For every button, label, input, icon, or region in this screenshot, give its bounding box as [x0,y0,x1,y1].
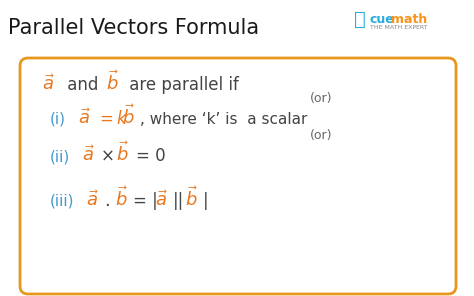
Text: $\vec{b}$: $\vec{b}$ [106,70,119,94]
Text: 🚀: 🚀 [354,10,366,29]
Text: math: math [391,13,427,26]
Text: = |: = | [133,192,158,210]
Text: are parallel if: are parallel if [124,76,239,94]
Text: cue: cue [370,13,395,26]
Text: (ii): (ii) [50,149,70,164]
Text: ||: || [173,192,184,210]
Text: $\vec{a}$: $\vec{a}$ [86,190,99,210]
Text: $.$: $.$ [104,192,110,210]
Text: $\vec{b}$: $\vec{b}$ [116,141,129,165]
Text: (or): (or) [310,129,332,142]
Text: $\vec{b}$: $\vec{b}$ [115,186,128,210]
Text: , where ‘k’ is  a scalar: , where ‘k’ is a scalar [140,112,307,127]
Text: and: and [62,76,104,94]
Text: |: | [203,192,209,210]
Text: $\times$: $\times$ [100,147,114,165]
Text: THE MATH EXPERT: THE MATH EXPERT [370,25,428,30]
Text: $\vec{a}$: $\vec{a}$ [82,145,95,165]
Text: $\vec{a}$: $\vec{a}$ [78,108,91,128]
Text: (i): (i) [50,112,66,127]
FancyBboxPatch shape [20,58,456,294]
Text: $\vec{b}$: $\vec{b}$ [185,186,198,210]
Text: $\vec{b}$: $\vec{b}$ [122,104,135,128]
Text: = 0: = 0 [136,147,165,165]
Text: (or): (or) [310,92,332,105]
Text: (iii): (iii) [50,194,74,209]
Text: $= k$: $= k$ [96,110,128,128]
Text: $\vec{a}$: $\vec{a}$ [42,74,55,94]
Text: $\vec{a}$: $\vec{a}$ [155,190,168,210]
Text: Parallel Vectors Formula: Parallel Vectors Formula [8,18,259,38]
